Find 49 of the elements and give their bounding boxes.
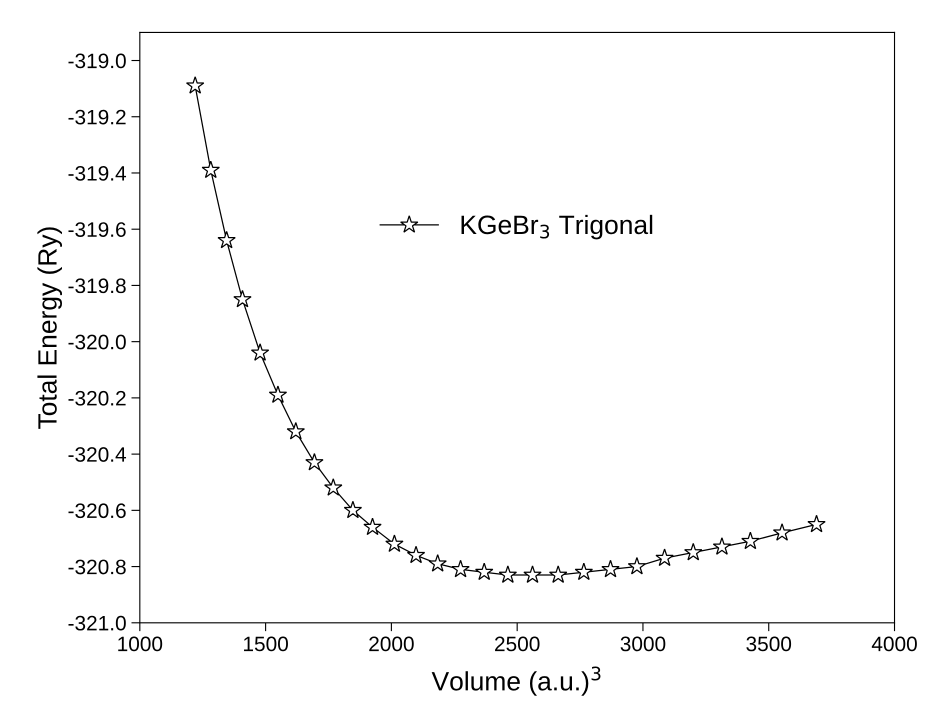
x-axis-title: Volume (a.u.)$^{3}$	[432, 666, 600, 696]
point	[217, 230, 236, 248]
legend-label: KGeBr$_{3}$ Trigonal	[462, 214, 652, 240]
point	[655, 548, 674, 566]
point	[324, 478, 342, 496]
x-tick-label: 1000	[118, 636, 162, 652]
point	[712, 537, 732, 555]
point	[772, 523, 792, 541]
x-tick-label: 2000	[369, 636, 414, 652]
y-tick-label: -320.0	[68, 334, 126, 350]
x-tick-label: 3000	[620, 636, 666, 652]
point	[548, 565, 568, 583]
point	[428, 554, 447, 572]
x-tick-label: 4000	[872, 636, 917, 652]
point	[406, 546, 426, 564]
point	[233, 290, 252, 308]
x-tick-label: 1500	[244, 636, 288, 652]
y-axis-title: Total Energy (Ry)	[37, 227, 62, 429]
point	[186, 76, 204, 94]
y-tick-label: -319.6	[68, 222, 126, 237]
y-tick-label: -320.4	[68, 447, 126, 462]
y-tick-label: -319.8	[68, 278, 126, 294]
point	[385, 534, 404, 552]
x-tick-label: 2500	[495, 636, 540, 652]
point	[498, 565, 518, 583]
point	[741, 532, 760, 550]
y-tick-label: -320.2	[68, 390, 126, 406]
point	[286, 422, 306, 440]
point	[574, 562, 594, 580]
y-tick-label: -320.6	[68, 503, 126, 518]
point	[475, 562, 494, 580]
point	[363, 518, 382, 536]
point	[451, 560, 470, 578]
y-tick-label: -319.2	[68, 110, 126, 124]
x-tick-label: 3500	[746, 636, 792, 652]
point	[250, 343, 270, 361]
point	[628, 556, 646, 574]
point	[807, 514, 826, 532]
point	[344, 500, 362, 518]
y-tick-label: -319.0	[68, 54, 126, 68]
point	[202, 160, 220, 178]
y-tick-label: -321.0	[68, 616, 126, 631]
point	[523, 565, 542, 583]
point	[305, 452, 324, 470]
y-tick-label: -319.4	[68, 166, 126, 181]
point	[268, 385, 288, 403]
point	[684, 542, 702, 560]
point	[601, 560, 620, 578]
y-tick-label: -320.8	[68, 560, 126, 574]
